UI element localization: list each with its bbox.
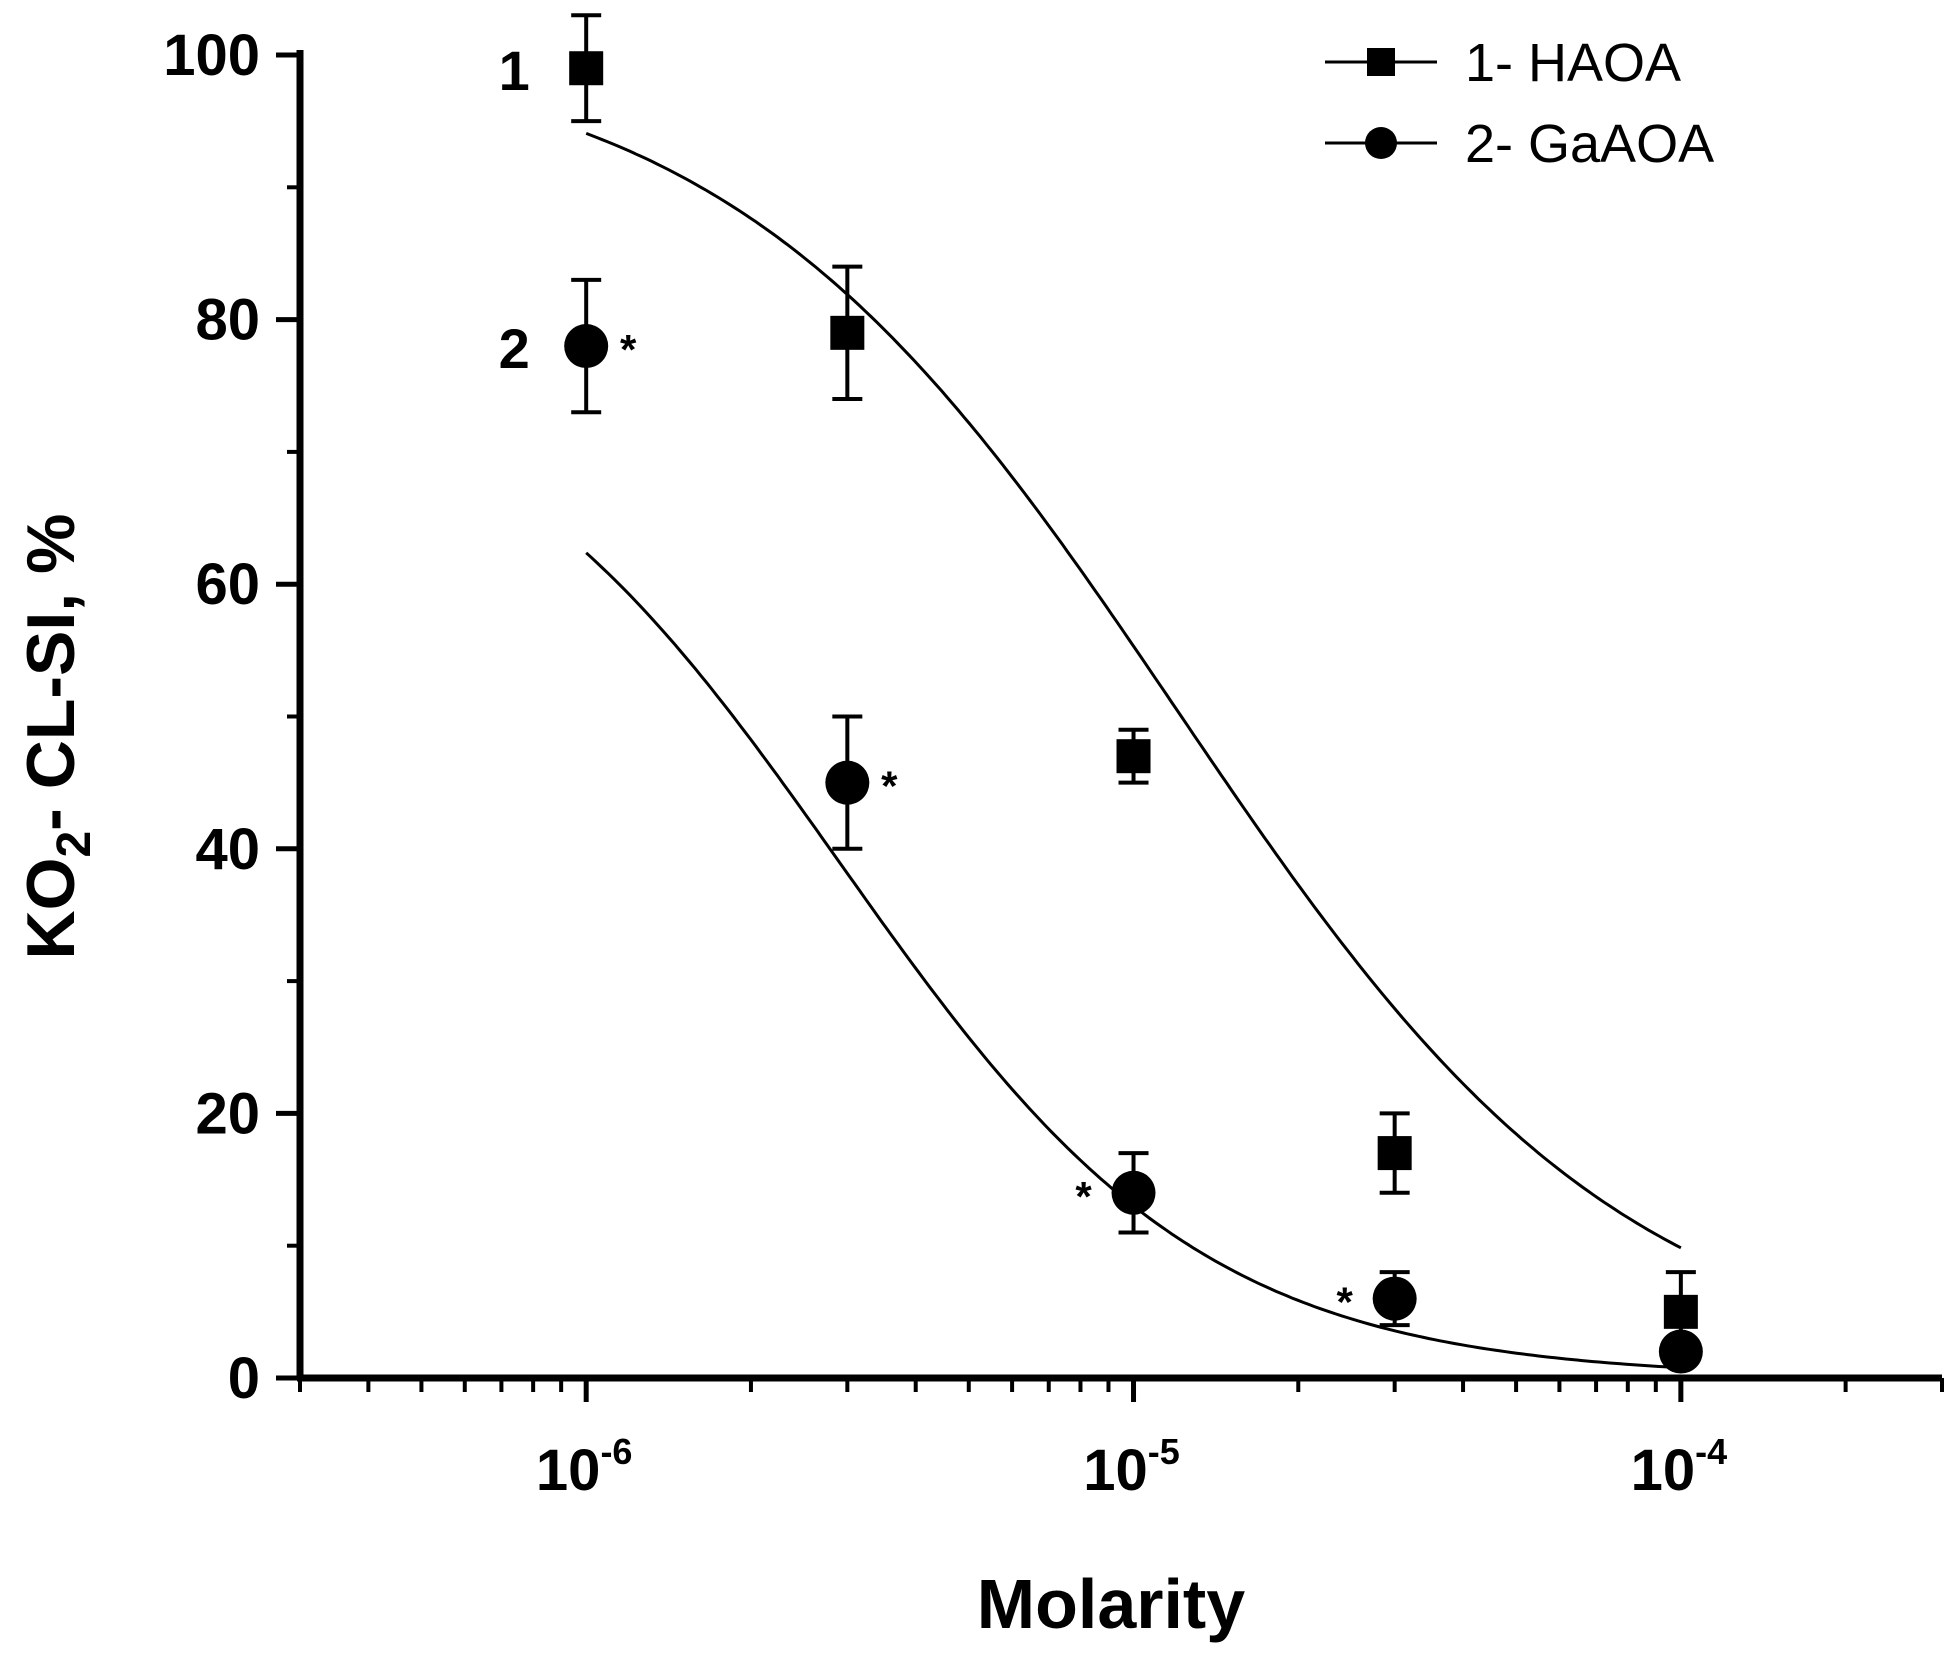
y-tick-label: 60 [195, 552, 260, 617]
y-tick-label: 40 [195, 817, 260, 882]
x-tick-exponent: -6 [600, 1431, 632, 1472]
x-tick-text: 10-4 [1631, 1431, 1728, 1503]
data-point-circle [1372, 1276, 1417, 1321]
fit-curve-2 [585, 551, 1682, 1370]
significance-star: * [620, 326, 637, 373]
data-point-square [830, 315, 865, 350]
y-tick-label: 100 [163, 23, 260, 88]
legend-marker-circle [1365, 127, 1397, 159]
y-tick-label: 0 [228, 1346, 260, 1411]
x-tick-exponent: -5 [1148, 1431, 1180, 1472]
data-point-circle [564, 324, 609, 369]
x-tick-base: 10 [1631, 1438, 1696, 1503]
data-point-circle [1111, 1170, 1156, 1215]
y-tick-label: 80 [195, 288, 260, 353]
y-axis-title: KO2- CL-SI, % [13, 513, 101, 959]
legend-item: 1- HAOA [1325, 33, 1681, 93]
x-tick-base: 10 [1083, 1438, 1148, 1503]
data-points: 1 * * * * 2 [499, 13, 1703, 1374]
y-title-rest: - CL-SI, % [13, 513, 89, 830]
significance-star: * [1336, 1279, 1353, 1326]
legend-label: 1- HAOA [1465, 33, 1681, 93]
x-tick-label: 10-6 [536, 1431, 633, 1503]
x-tick-text: 10-6 [536, 1431, 633, 1503]
x-tick-label: 10-5 [1083, 1431, 1180, 1503]
data-point-square [1377, 1136, 1412, 1171]
legend: 1- HAOA 2- GaAOA [1325, 33, 1714, 174]
x-axis-title: Molarity [977, 1565, 1245, 1643]
x-tick-text: 10-5 [1083, 1431, 1180, 1503]
significance-star: * [881, 763, 898, 810]
x-tick-label: 10-4 [1631, 1431, 1728, 1503]
significance-star: * [1075, 1173, 1092, 1220]
y-title-main: KO [13, 858, 89, 960]
legend-item: 2- GaAOA [1325, 114, 1714, 174]
data-point-circle [1658, 1329, 1703, 1374]
curve-label-2: 2 [499, 317, 530, 380]
x-tick-base: 10 [536, 1438, 601, 1503]
data-point-square [1663, 1294, 1698, 1329]
y-tick-label: 20 [195, 1081, 260, 1146]
y-title-subscript: 2 [48, 831, 101, 858]
x-tick-exponent: -4 [1695, 1431, 1727, 1472]
legend-label: 2- GaAOA [1465, 114, 1714, 174]
fit-curve-1 [585, 131, 1682, 1250]
data-point-circle [825, 760, 870, 805]
data-point-square [569, 51, 604, 86]
data-point-square [1116, 739, 1151, 774]
legend-marker-square [1367, 48, 1395, 76]
curve-label-1: 1 [499, 39, 530, 102]
